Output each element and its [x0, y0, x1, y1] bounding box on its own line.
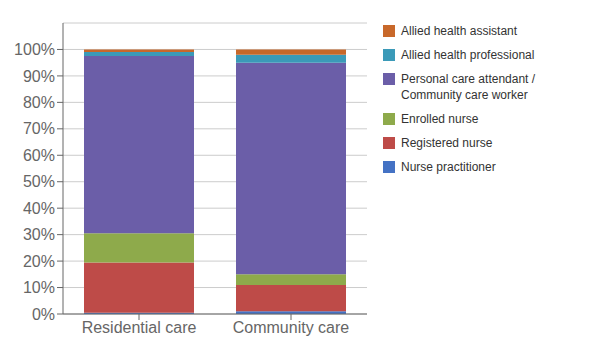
svg-text:Residential care: Residential care — [82, 319, 197, 336]
svg-text:10%: 10% — [23, 279, 55, 296]
html-text:Allied health professional: Allied health professional — [401, 48, 535, 62]
svg-text:60%: 60% — [23, 147, 55, 164]
svg-text:Community care: Community care — [233, 319, 350, 336]
svg-text:40%: 40% — [23, 200, 55, 217]
svg-text:80%: 80% — [23, 94, 55, 111]
svg-text:0%: 0% — [32, 306, 55, 323]
svg-text:50%: 50% — [23, 173, 55, 190]
svg-text:20%: 20% — [23, 253, 55, 270]
html-text:Registered nurse: Registered nurse — [401, 136, 493, 150]
svg-text:90%: 90% — [23, 68, 55, 85]
html-text:Enrolled nurse: Enrolled nurse — [401, 112, 479, 126]
svg-text:70%: 70% — [23, 120, 55, 137]
html-text:Nurse practitioner: Nurse practitioner — [401, 160, 496, 174]
svg-text:100%: 100% — [14, 41, 55, 58]
svg-text:30%: 30% — [23, 226, 55, 243]
html-text:Allied health assistant: Allied health assistant — [401, 24, 518, 38]
html-text:Personal care attendant / Comm: Personal care attendant / Community care… — [401, 72, 536, 102]
